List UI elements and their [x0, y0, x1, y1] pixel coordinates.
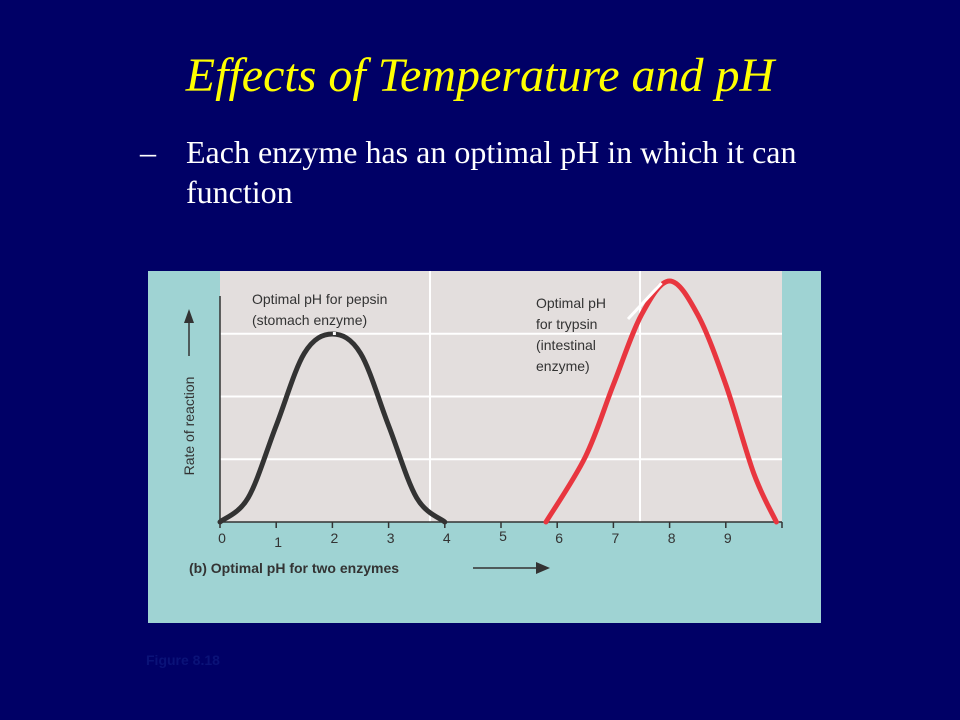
x-tick-label: 8 [668, 530, 676, 546]
x-tick-label: 7 [612, 530, 620, 546]
x-tick-label: 6 [555, 530, 563, 546]
annotation-trypsin-line: (intestinal [536, 337, 596, 353]
x-tick-label: 3 [387, 530, 395, 546]
slide-title: Effects of Temperature and pH [185, 49, 775, 102]
bullet-text: Each enzyme has an optimal pH in which i… [186, 134, 797, 210]
x-tick-label: 9 [724, 530, 732, 546]
x-tick-label: 2 [331, 530, 339, 546]
annotations: Optimal pH for pepsin (stomach enzyme) Opt… [252, 281, 663, 374]
annotation-pepsin-line: (stomach enzyme) [252, 312, 367, 328]
annotation-trypsin-line: for trypsin [536, 316, 597, 332]
figure-caption: Figure 8.18 [146, 652, 220, 668]
ph-chart: 0 1 2 3 4 5 6 7 8 9 Optimal pH for pepsin (stomach… [181, 271, 783, 576]
trypsin-pointer [626, 281, 663, 321]
x-tick-label: 5 [499, 528, 507, 544]
bullet-dash: – [140, 134, 156, 170]
annotation-trypsin-line: enzyme) [536, 358, 590, 374]
x-tick-label: 0 [218, 530, 226, 546]
series-group [217, 278, 779, 525]
x-tick-label: 1 [274, 534, 282, 550]
title-arrowhead [536, 562, 550, 574]
annotation-trypsin-line: Optimal pH [536, 295, 606, 311]
annotation-pepsin-line: Optimal pH for pepsin [252, 291, 387, 307]
y-axis-arrowhead [184, 309, 194, 323]
figure-panel: 0 1 2 3 4 5 6 7 8 9 Optimal pH for pepsin (stomach… [148, 271, 821, 623]
x-ticks: 0 1 2 3 4 5 6 7 8 9 [218, 522, 783, 550]
series-line-pepsin [217, 331, 448, 525]
chart-title: (b) Optimal pH for two enzymes [189, 560, 399, 576]
series-line-trypsin [543, 278, 779, 525]
y-axis-label: Rate of reaction [181, 377, 197, 476]
x-tick-label: 4 [443, 530, 451, 546]
